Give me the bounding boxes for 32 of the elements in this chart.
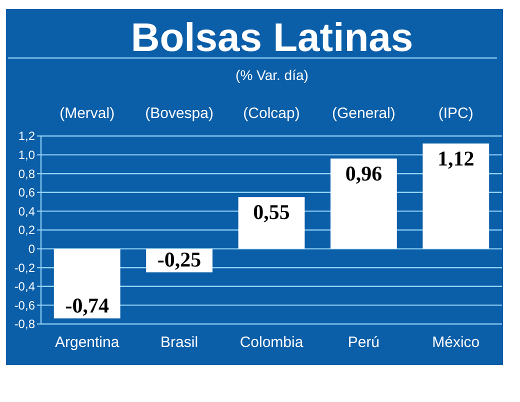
- y-tick-label: -0,8: [14, 317, 36, 332]
- data-label: 0,55: [253, 200, 290, 224]
- bar: [330, 158, 397, 249]
- text: (Colcap): [243, 105, 300, 122]
- x-tick-label: México: [432, 334, 480, 351]
- text: (IPC): [438, 105, 474, 122]
- chart-subtitle: (% Var. día): [236, 67, 308, 83]
- y-tick-label: -0,6: [14, 298, 36, 312]
- data-label: -0,74: [65, 293, 110, 318]
- y-tick-label: 1,2: [18, 129, 36, 144]
- bar: [238, 197, 305, 249]
- y-tick-label: 0: [28, 242, 36, 256]
- data-label: 0,96: [345, 162, 382, 186]
- y-tick-label: 0,2: [18, 223, 36, 238]
- bar: [54, 248, 120, 318]
- chart-title: Bolsas Latinas: [130, 16, 414, 60]
- y-tick-label: -0,4: [14, 280, 36, 294]
- y-tick-label: 0,6: [18, 186, 36, 200]
- x-tick-label: Argentina: [54, 334, 120, 351]
- data-label: 1,12: [438, 146, 474, 171]
- y-tick-label: 1,0: [18, 148, 36, 162]
- y-tick-label: 0,4: [18, 204, 36, 218]
- text: (General): [332, 105, 396, 122]
- x-tick-label: Colombia: [240, 334, 304, 351]
- data-label: -0,25: [157, 247, 202, 272]
- x-tick-label: Brasil: [160, 334, 198, 351]
- x-tick-label: Perú: [348, 334, 380, 351]
- text: (Bovespa): [145, 105, 214, 122]
- y-tick-label: 0,8: [18, 166, 36, 181]
- bar: [422, 144, 490, 249]
- text: (Merval): [60, 105, 115, 122]
- y-tick-label: -0,2: [14, 260, 36, 275]
